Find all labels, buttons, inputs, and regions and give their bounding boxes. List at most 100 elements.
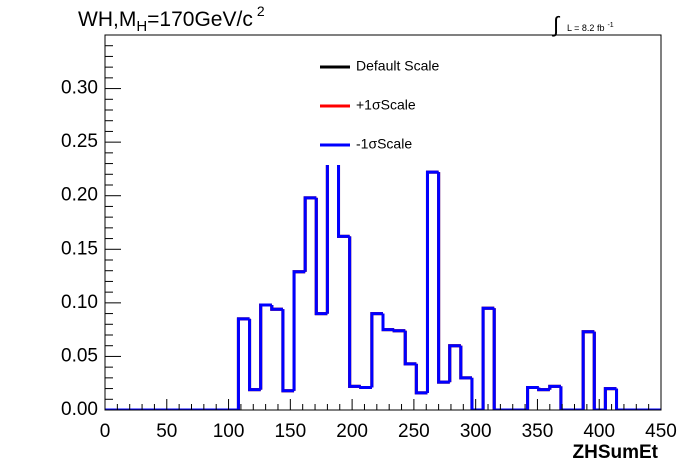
- y-tick-label: 0.10: [61, 292, 98, 313]
- histogram-bin: [615, 388, 628, 410]
- histogram-bin: [292, 270, 306, 391]
- histogram-bin: [337, 131, 350, 238]
- histogram-bin: [615, 388, 628, 410]
- histogram-bin: [292, 270, 306, 391]
- histogram-bin: [481, 306, 495, 410]
- histogram-bin: [603, 387, 617, 410]
- x-tick-label: 150: [274, 421, 306, 442]
- plot-area: [105, 129, 661, 410]
- histogram-bin: [425, 170, 439, 393]
- y-tick-label: 0.30: [61, 78, 98, 99]
- histogram-bin: [236, 317, 250, 410]
- histogram-bin: [259, 303, 272, 390]
- x-tick-label: 400: [583, 421, 615, 442]
- histogram-bin: [236, 317, 250, 410]
- histogram-bin: [314, 197, 328, 316]
- histogram-bin: [459, 345, 472, 380]
- histogram-bin: [603, 387, 617, 410]
- histogram-bin: [581, 330, 595, 410]
- histogram-bin: [403, 330, 417, 366]
- chart-title: WH,MH=170GeV/c 2: [78, 3, 265, 35]
- histogram-bin: [314, 197, 328, 316]
- histogram-bin: [359, 386, 372, 389]
- histogram-bin: [448, 344, 461, 383]
- histogram-bin: [481, 306, 495, 410]
- histogram-bin: [470, 377, 484, 410]
- histogram-bin: [348, 236, 361, 388]
- x-tick-label: 200: [336, 421, 368, 442]
- histogram-bin: [425, 170, 439, 393]
- histogram-bin: [303, 196, 317, 272]
- histogram-bin: [425, 170, 439, 393]
- frame: [104, 34, 662, 411]
- histogram-bin: [348, 236, 361, 388]
- histogram-bin: [492, 308, 506, 410]
- histogram-bin: [370, 312, 383, 388]
- histogram-bin: [403, 330, 417, 366]
- histogram-bin: [437, 172, 450, 384]
- x-tick-label: 50: [156, 421, 177, 442]
- histogram-bin: [392, 329, 406, 333]
- histogram-bin: [592, 331, 606, 410]
- x-tick-label: 300: [460, 421, 492, 442]
- x-tick-label: 0: [100, 421, 111, 442]
- histogram-bin: [370, 312, 383, 388]
- histogram-bin: [414, 363, 428, 395]
- histogram-bin: [581, 330, 595, 410]
- histogram-bin: [581, 330, 595, 410]
- histogram-bin: [381, 313, 395, 332]
- histogram-bin: [381, 313, 395, 332]
- histogram-bin: [381, 313, 395, 332]
- histogram-bin: [248, 318, 261, 392]
- histogram-bin: [437, 172, 450, 384]
- histogram-bin: [270, 305, 283, 311]
- y-tick-label: 0.00: [61, 399, 98, 420]
- histogram-bin: [459, 345, 472, 380]
- histogram-bin: [370, 312, 383, 388]
- histogram-bin: [259, 303, 272, 390]
- legend-label: Default Scale: [356, 58, 439, 74]
- histogram-bin: [303, 196, 317, 272]
- histogram-bin: [403, 330, 417, 366]
- histogram-bin: [236, 317, 250, 410]
- x-tick-label: 350: [522, 421, 554, 442]
- histogram-bin: [459, 345, 472, 380]
- histogram-bin: [603, 387, 617, 410]
- histogram-bin: [248, 318, 261, 392]
- histogram-bin: [592, 331, 606, 410]
- histogram-bin: [314, 197, 328, 316]
- histogram-bin: [470, 377, 484, 410]
- histogram-bin: [248, 318, 261, 392]
- histogram-bin: [281, 309, 295, 393]
- histogram-bin: [281, 309, 295, 393]
- histogram-bin: [615, 388, 628, 410]
- histogram-bin: [303, 196, 317, 272]
- histogram-bin: [537, 387, 550, 392]
- histogram-bin: [437, 172, 450, 384]
- histogram-bin: [448, 344, 461, 383]
- histogram-bin: [448, 344, 461, 383]
- integral-sign: ∫: [551, 12, 561, 37]
- y-tick-label: 0.05: [61, 345, 98, 366]
- histogram-bin: [559, 386, 573, 410]
- histogram-bin: [414, 363, 428, 395]
- histogram-bin: [414, 363, 428, 395]
- histogram-bin: [481, 306, 495, 410]
- x-tick-label: 100: [213, 421, 245, 442]
- histogram-bin: [548, 384, 561, 390]
- y-tick-label: 0.25: [61, 131, 98, 152]
- x-tick-label: 250: [398, 421, 430, 442]
- x-axis-label: ZHSumEt: [573, 442, 659, 463]
- histogram-bin: [592, 331, 606, 410]
- histogram-bin: [526, 386, 539, 410]
- luminosity: L = 8.2 fb -1: [567, 22, 614, 34]
- histogram-bin: [281, 309, 295, 393]
- histogram-bin: [259, 303, 272, 390]
- legend-label: +1σScale: [356, 97, 416, 113]
- histogram-bin: [492, 308, 506, 410]
- y-tick-label: 0.20: [61, 185, 98, 206]
- histogram-bin: [470, 377, 484, 410]
- histogram-bin: [292, 270, 306, 391]
- x-tick-label: 450: [645, 421, 677, 442]
